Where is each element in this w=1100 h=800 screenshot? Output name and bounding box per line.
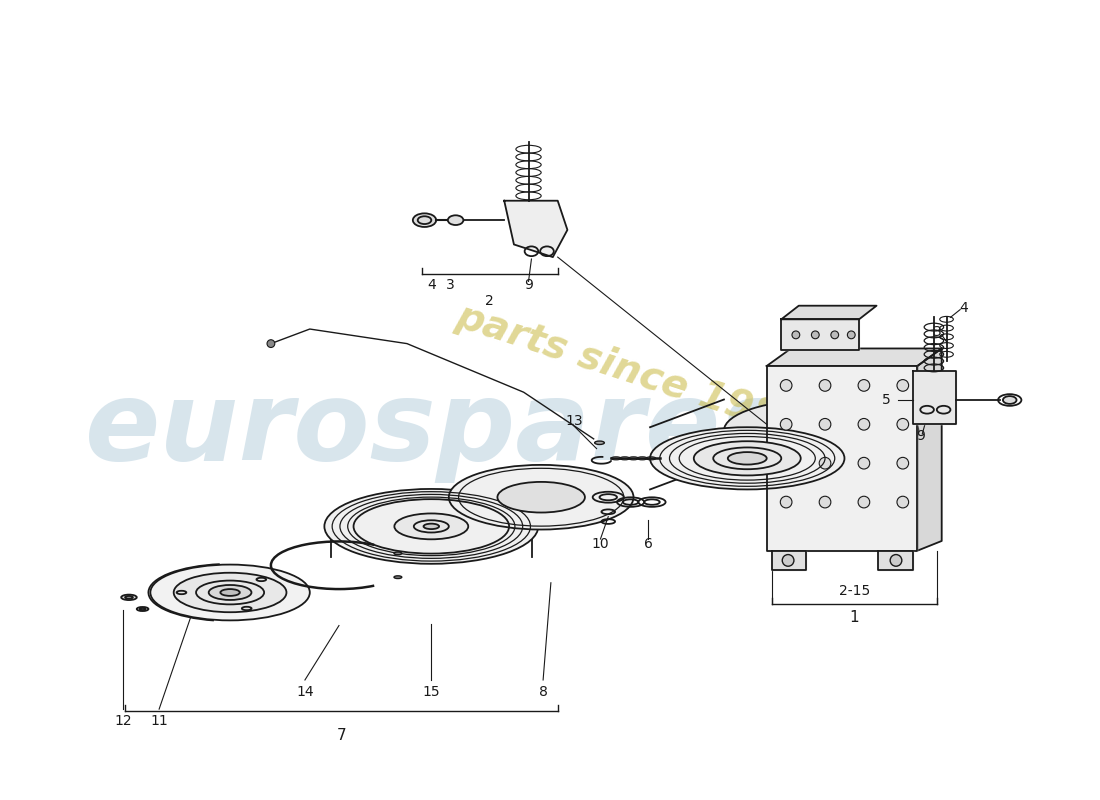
Ellipse shape [595,441,604,445]
Circle shape [792,331,800,338]
Circle shape [830,331,838,338]
Circle shape [780,418,792,430]
Circle shape [890,554,902,566]
Ellipse shape [694,442,801,475]
Ellipse shape [724,399,918,462]
Text: 2-15: 2-15 [838,583,870,598]
Circle shape [782,554,794,566]
Ellipse shape [728,452,767,465]
Text: 12: 12 [114,714,132,728]
Ellipse shape [220,589,240,596]
Ellipse shape [394,552,402,554]
Circle shape [820,418,830,430]
Polygon shape [771,550,805,570]
Circle shape [812,331,820,338]
Ellipse shape [449,465,634,530]
Circle shape [780,496,792,508]
Circle shape [896,418,909,430]
Text: 1: 1 [849,610,859,626]
Polygon shape [913,371,956,424]
Text: 4: 4 [959,301,968,314]
Polygon shape [767,349,942,366]
Polygon shape [879,550,913,570]
Ellipse shape [125,596,133,598]
Ellipse shape [151,565,310,620]
Polygon shape [781,319,859,350]
Circle shape [820,458,830,469]
Text: 4: 4 [427,278,436,292]
Text: 8: 8 [539,685,548,698]
Text: 5: 5 [882,393,891,407]
Circle shape [896,379,909,391]
Text: parts since 1985: parts since 1985 [452,297,810,445]
Ellipse shape [394,576,402,578]
Ellipse shape [209,585,252,600]
Polygon shape [781,306,877,319]
Text: 15: 15 [422,685,440,698]
Text: 3: 3 [933,325,942,339]
Text: 13: 13 [565,414,583,428]
Text: 14: 14 [296,685,314,698]
Ellipse shape [412,214,437,227]
Text: eurospares: eurospares [85,376,788,482]
Ellipse shape [174,573,286,612]
Circle shape [780,379,792,391]
Text: 10: 10 [592,537,609,551]
Ellipse shape [1003,396,1016,404]
Circle shape [858,496,870,508]
Ellipse shape [424,524,439,529]
Text: 9: 9 [916,429,925,443]
Polygon shape [917,349,942,550]
Ellipse shape [650,427,845,490]
Polygon shape [504,201,568,257]
Circle shape [858,458,870,469]
Text: 6: 6 [644,537,652,551]
Circle shape [896,458,909,469]
Circle shape [858,418,870,430]
Circle shape [820,379,830,391]
Circle shape [780,458,792,469]
Text: 3: 3 [447,278,455,292]
Circle shape [858,379,870,391]
Polygon shape [767,366,917,550]
Circle shape [820,496,830,508]
Circle shape [847,331,855,338]
Ellipse shape [448,215,463,225]
Ellipse shape [497,482,585,513]
Ellipse shape [395,514,469,539]
Ellipse shape [121,594,136,600]
Text: 7: 7 [337,728,346,743]
Ellipse shape [140,608,145,610]
Text: 9: 9 [524,278,534,292]
Text: 2: 2 [485,294,494,308]
Text: 11: 11 [151,714,168,728]
Circle shape [896,496,909,508]
Ellipse shape [136,607,149,611]
Ellipse shape [324,489,538,564]
Ellipse shape [267,340,275,347]
